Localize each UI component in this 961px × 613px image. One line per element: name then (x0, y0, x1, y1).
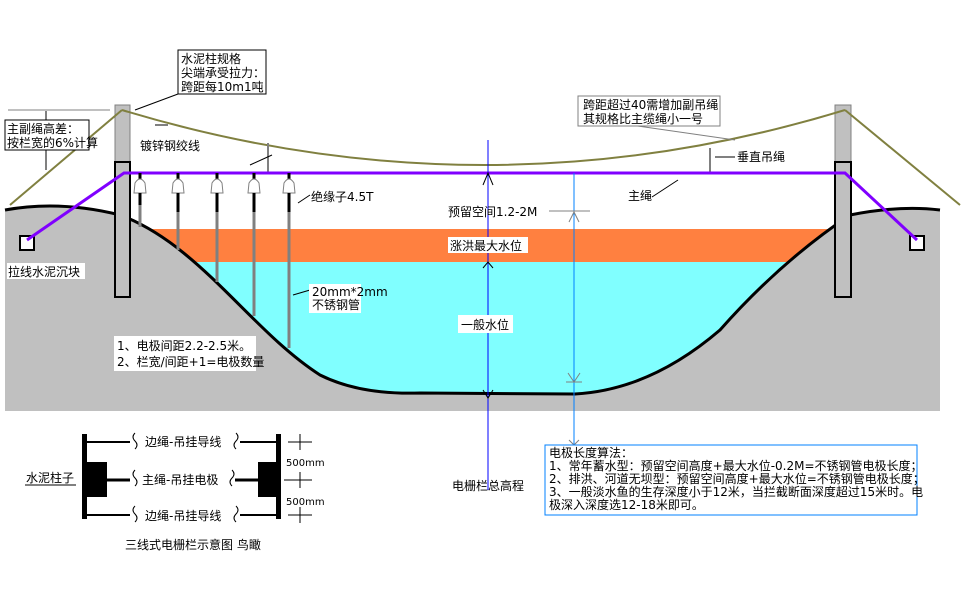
plan-spacing-1: 500mm (286, 458, 325, 469)
electrode (282, 173, 296, 348)
anchor-block-label: 拉线水泥沉块 (8, 264, 80, 279)
plan-caption: 三线式电栅栏示意图 鸟瞰 (125, 537, 261, 552)
algorithm-line-3: 2、排洪、河道无坝型：预留空间高度+最大水位=不锈钢管电极长度； (549, 471, 925, 486)
post-spec-line-1: 水泥柱规格 (181, 51, 241, 66)
plan-spacing-2: 500mm (286, 497, 325, 508)
electrode (133, 173, 147, 227)
anchor-block-label-box (7, 263, 85, 279)
plan-side-rope-bottom: 边绳-吊挂导线 (145, 509, 221, 523)
sub-rope-note-line-1: 跨距超过40需增加副吊绳 (583, 97, 718, 112)
riverbank-outline (4, 204, 941, 396)
pipe-spec-line-2: 不锈钢管 (312, 297, 360, 312)
plan-side-rope-top: 边绳-吊挂导线 (145, 435, 221, 449)
electrode (171, 173, 185, 250)
reserved-space-label: 预留空间1.2-2M (448, 205, 537, 219)
electrodes (133, 173, 296, 348)
arrowheads (482, 171, 494, 399)
insulator-label: 绝缘子4.5T (311, 189, 374, 204)
main-rope (26, 171, 919, 242)
vertical-hanger-label: 垂直吊绳 (737, 150, 785, 164)
plan-view (25, 432, 312, 523)
normal-level-box (458, 315, 513, 333)
spacing-note-1: 1、电极间距2.2-2.5米。 (117, 339, 251, 353)
post-spec-box (177, 49, 267, 95)
electrode-length-algorithm-box (544, 444, 918, 516)
sub-rope-note-line-2: 其规格比主缆绳小一号 (583, 111, 703, 126)
plan-post-label: 水泥柱子 (26, 470, 74, 485)
galvanized-catenary-wire (121, 109, 846, 166)
left-post-buried (114, 161, 131, 298)
left-anchor-block (19, 235, 35, 251)
right-concrete-post (834, 104, 852, 298)
right-anchor-block (909, 235, 925, 251)
right-post-buried (834, 161, 852, 298)
pipe-label-box (309, 284, 361, 313)
algorithm-line-5: 极深入深度选12-18米即可。 (549, 497, 704, 512)
post-spec-line-2: 尖端承受拉力： (181, 65, 265, 80)
algorithm-line-4: 3、一般淡水鱼的生存深度小于12米，当拦截断面深度超过15米时。电 (549, 484, 923, 499)
left-concrete-post (114, 104, 131, 298)
flood-level-label: 涨洪最大水位 (450, 238, 522, 253)
height-diff-box (4, 119, 90, 151)
electrode (210, 173, 224, 282)
post-spec-line-3: 跨距每10m1吨 (181, 79, 264, 94)
flood-level-box (448, 237, 528, 253)
galvanized-wire-label: 镀锌钢绞线 (140, 138, 200, 153)
spacing-notes-box (114, 336, 256, 371)
total-height-label: 电栅栏总高程 (452, 478, 524, 493)
pipe-spec-line-1: 20mm*2mm (312, 285, 388, 299)
algorithm-line-1: 电极长度算法： (549, 445, 633, 460)
plan-main-rope: 主绳-吊挂电极 (142, 473, 218, 487)
spacing-note-2: 2、栏宽/间距+1=电极数量 (117, 354, 264, 369)
height-diff-line-1: 主副绳高差： (7, 121, 79, 136)
normal-level-label: 一般水位 (461, 317, 509, 332)
electrode (247, 173, 261, 316)
sub-rope-note-box (577, 95, 721, 127)
left-guy-wire (9, 109, 123, 206)
height-diff-line-2: 按栏宽的6%计算 (7, 135, 98, 150)
algorithm-line-2: 1、常年蓄水型：预留空间高度+最大水位-0.2M=不锈钢管电极长度； (549, 458, 923, 473)
main-rope-label: 主绳 (628, 189, 652, 203)
right-guy-wire (844, 109, 961, 206)
